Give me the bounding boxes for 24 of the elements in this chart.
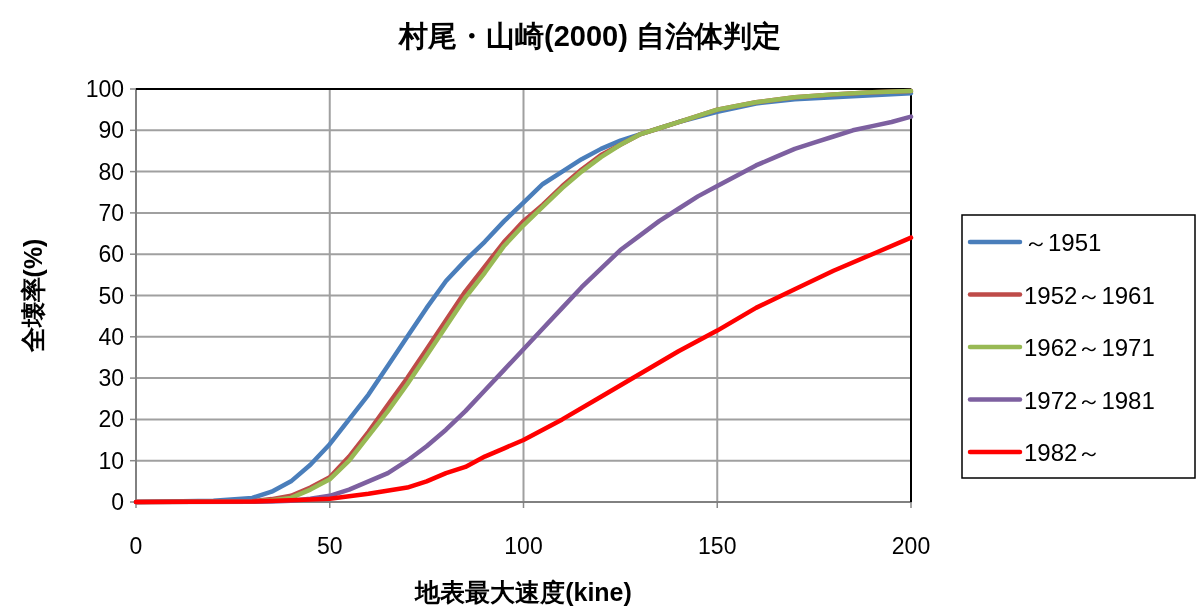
y-tick-label: 0	[111, 489, 124, 515]
x-axis-title: 地表最大速度(kine)	[414, 578, 632, 606]
y-tick-label: 60	[98, 241, 124, 268]
y-tick-label: 70	[98, 199, 124, 226]
x-tick-label: 150	[698, 533, 737, 559]
y-tick-label: 80	[98, 158, 124, 185]
legend-label: 1962～1971	[1024, 334, 1155, 361]
y-tick-label: 40	[98, 323, 124, 350]
y-tick-label: 50	[98, 282, 124, 309]
x-tick-label: 100	[504, 533, 543, 559]
x-tick-label: 50	[316, 533, 343, 559]
y-tick-label: 20	[98, 406, 124, 433]
legend-label: ～1951	[1024, 229, 1102, 256]
chart-title: 村尾・山崎(2000) 自治体判定	[397, 20, 781, 52]
y-tick-label: 10	[98, 447, 124, 474]
y-tick-label: 30	[98, 365, 124, 392]
legend-label: 1952～1961	[1024, 281, 1155, 309]
y-axis-title: 全壊率(%)	[19, 238, 47, 354]
legend-label: 1982～	[1024, 439, 1102, 466]
legend-label: 1972～1981	[1024, 386, 1155, 414]
y-tick-label: 90	[98, 117, 124, 144]
x-tick-label: 0	[129, 533, 143, 559]
y-tick-label: 100	[85, 76, 124, 102]
x-tick-label: 200	[891, 533, 931, 559]
